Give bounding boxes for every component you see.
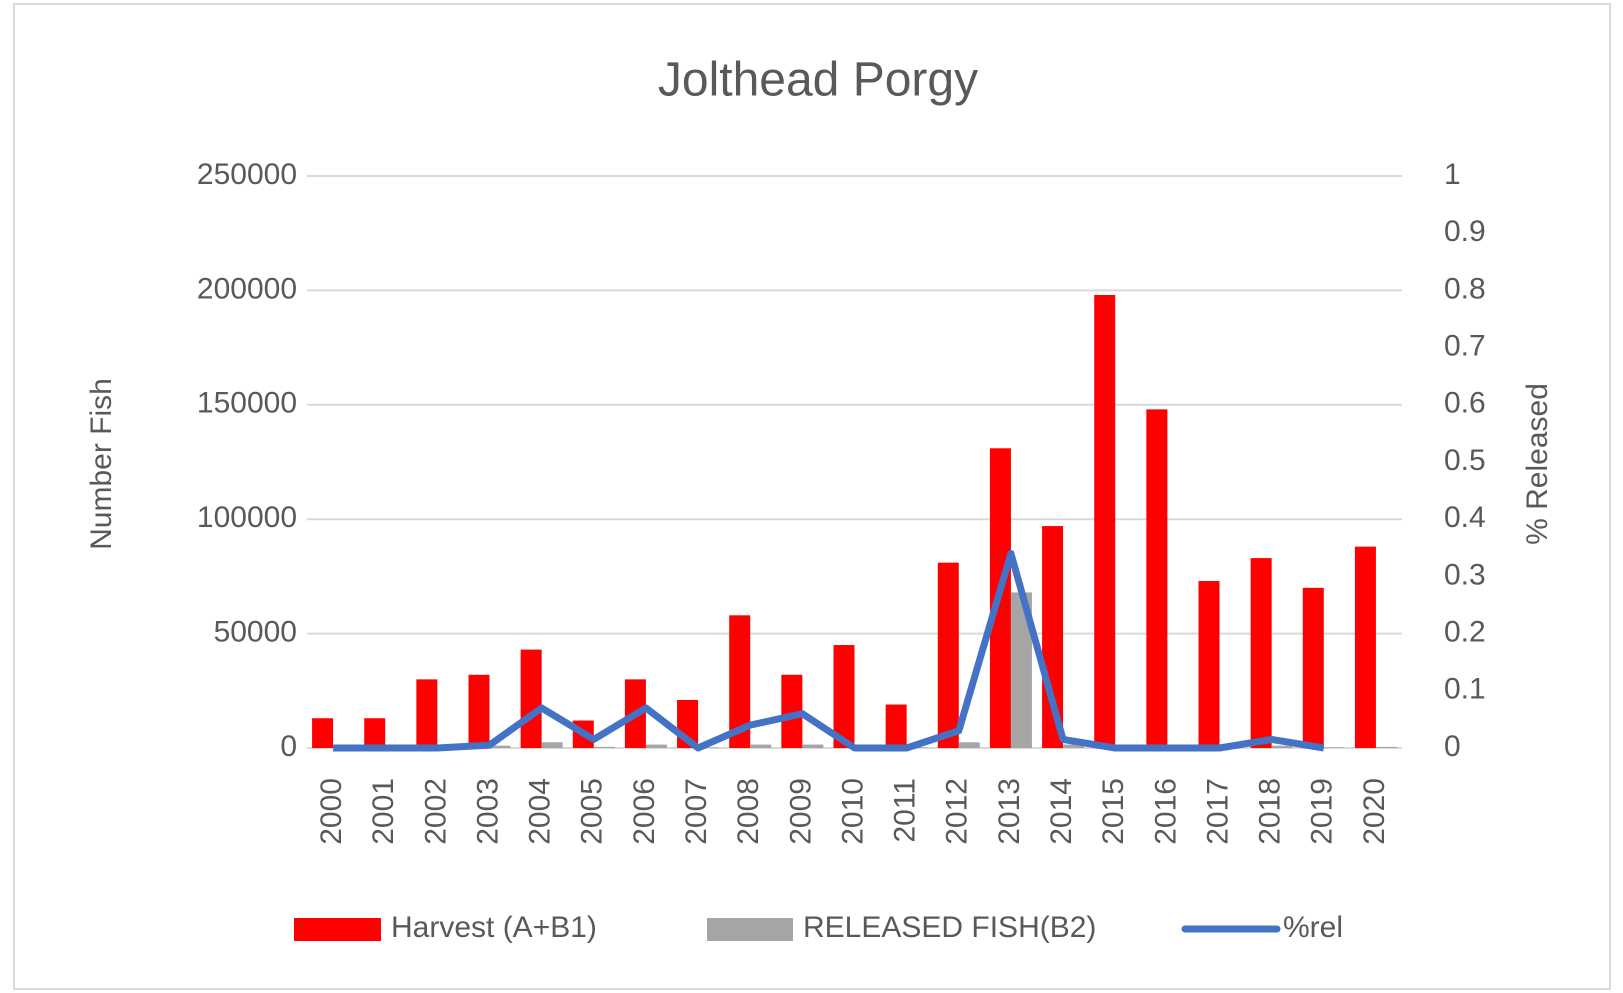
bar [1302, 587, 1324, 748]
bar [541, 742, 563, 748]
bar [958, 742, 980, 748]
bar [1198, 580, 1220, 748]
bar [729, 615, 751, 748]
bar [781, 674, 803, 748]
bar [885, 704, 907, 748]
x-tick-label: 2014 [1045, 778, 1078, 845]
bar [1146, 409, 1168, 748]
x-tick-label: 2019 [1306, 778, 1339, 845]
x-tick-label: 2006 [628, 778, 661, 845]
y2-tick-label: 0.2 [1444, 616, 1486, 649]
x-tick-label: 2017 [1201, 778, 1234, 845]
x-tick-label: 2004 [524, 778, 557, 845]
bar [416, 679, 438, 748]
y2-tick-label: 0 [1444, 730, 1461, 763]
bar [1271, 745, 1293, 748]
y2-tick-label: 0.9 [1444, 215, 1486, 248]
x-tick-label: 2000 [315, 778, 348, 845]
bar [1094, 294, 1116, 748]
bar [1010, 592, 1032, 748]
x-tick-label: 2002 [419, 778, 452, 845]
x-tick-label: 2011 [889, 778, 922, 843]
bar [593, 746, 615, 748]
y-axis-title: Number Fish [85, 378, 118, 550]
x-tick-label: 2010 [836, 778, 869, 845]
x-tick-label: 2003 [471, 778, 504, 845]
bar [937, 562, 959, 748]
x-tick-label: 2008 [732, 778, 765, 845]
y-tick-label: 100000 [197, 501, 297, 534]
y2-tick-label: 0.4 [1444, 501, 1486, 534]
y-tick-label: 200000 [197, 272, 297, 305]
bar [1323, 747, 1345, 748]
x-tick-label: 2009 [784, 778, 817, 845]
legend-label: %rel [1283, 911, 1343, 944]
legend-swatch [294, 918, 381, 941]
bar [312, 718, 334, 748]
x-tick-label: 2007 [680, 778, 713, 845]
y-tick-label: 250000 [197, 158, 297, 191]
bar [750, 744, 772, 748]
x-tick-label: 2018 [1254, 778, 1287, 845]
y-tick-label: 0 [280, 730, 297, 763]
legend-label: RELEASED FISH(B2) [803, 911, 1096, 944]
bar [1063, 744, 1085, 748]
bar [802, 744, 824, 748]
bar [1354, 546, 1376, 748]
x-tick-label: 2005 [576, 778, 609, 845]
y2-axis-title: % Released [1521, 383, 1554, 545]
y-tick-label: 50000 [214, 616, 297, 649]
bar [489, 745, 511, 748]
bar [833, 645, 855, 748]
y2-tick-label: 1 [1444, 158, 1461, 191]
y2-tick-label: 0.8 [1444, 272, 1486, 305]
y2-tick-label: 0.5 [1444, 444, 1486, 477]
bar [364, 718, 386, 748]
chart-border [13, 3, 1611, 990]
x-tick-label: 2015 [1097, 778, 1130, 845]
bar [1250, 558, 1272, 748]
line-series [333, 550, 1325, 752]
x-tick-label: 2012 [941, 778, 974, 845]
legend-swatch [707, 918, 793, 941]
chart-title: Jolthead Porgy [658, 54, 978, 107]
y-tick-label: 150000 [197, 387, 297, 420]
bar [468, 674, 490, 748]
bar [520, 649, 542, 748]
y2-tick-label: 0.1 [1444, 673, 1486, 706]
x-tick-label: 2020 [1358, 778, 1391, 845]
bar [1375, 746, 1397, 748]
x-tick-label: 2001 [367, 778, 400, 845]
y2-tick-label: 0.3 [1444, 558, 1486, 591]
x-tick-label: 2016 [1149, 778, 1182, 845]
x-tick-label: 2013 [993, 778, 1026, 845]
y2-tick-label: 0.6 [1444, 387, 1486, 420]
bar [645, 744, 667, 748]
legend-label: Harvest (A+B1) [391, 911, 597, 944]
y2-tick-label: 0.7 [1444, 330, 1486, 363]
